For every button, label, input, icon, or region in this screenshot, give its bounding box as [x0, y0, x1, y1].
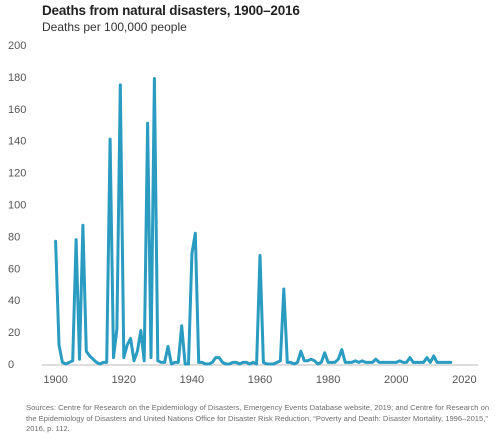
- x-tick-label: 2000: [384, 374, 408, 386]
- y-tick-label: 140: [8, 136, 26, 148]
- x-tick-label: 2020: [452, 374, 476, 386]
- x-tick-label: 1900: [43, 374, 67, 386]
- series-line: [54, 77, 453, 366]
- y-tick-label: 40: [8, 295, 20, 307]
- y-tick-label: 80: [8, 231, 20, 243]
- line-chart: 0 20 40 60 80 100 120 140 160 180 200 1900 1920 1940…: [8, 40, 478, 386]
- y-tick-label: 60: [8, 263, 20, 275]
- chart-title: Deaths from natural disasters, 1900–2016: [42, 3, 300, 18]
- series-group: [54, 77, 453, 366]
- x-tick-label: 1920: [112, 374, 136, 386]
- x-tick-label: 1960: [248, 374, 272, 386]
- y-tick-label: 120: [8, 168, 26, 180]
- source-note: Sources: Centre for Research on the Epid…: [26, 403, 490, 434]
- x-tick-label: 1940: [180, 374, 204, 386]
- y-tick-label: 0: [8, 359, 14, 371]
- y-tick-label: 200: [8, 40, 26, 52]
- x-tick-label: 1980: [316, 374, 340, 386]
- x-axis-ticks: 1900 1920 1940 1960 1980 2000 2020: [43, 374, 476, 386]
- y-tick-label: 160: [8, 104, 26, 116]
- y-tick-label: 100: [8, 200, 26, 212]
- chart-subtitle: Deaths per 100,000 people: [42, 20, 187, 34]
- y-axis-ticks: 0 20 40 60 80 100 120 140 160 180 200: [8, 40, 26, 371]
- y-tick-label: 180: [8, 72, 26, 84]
- y-tick-label: 20: [8, 327, 20, 339]
